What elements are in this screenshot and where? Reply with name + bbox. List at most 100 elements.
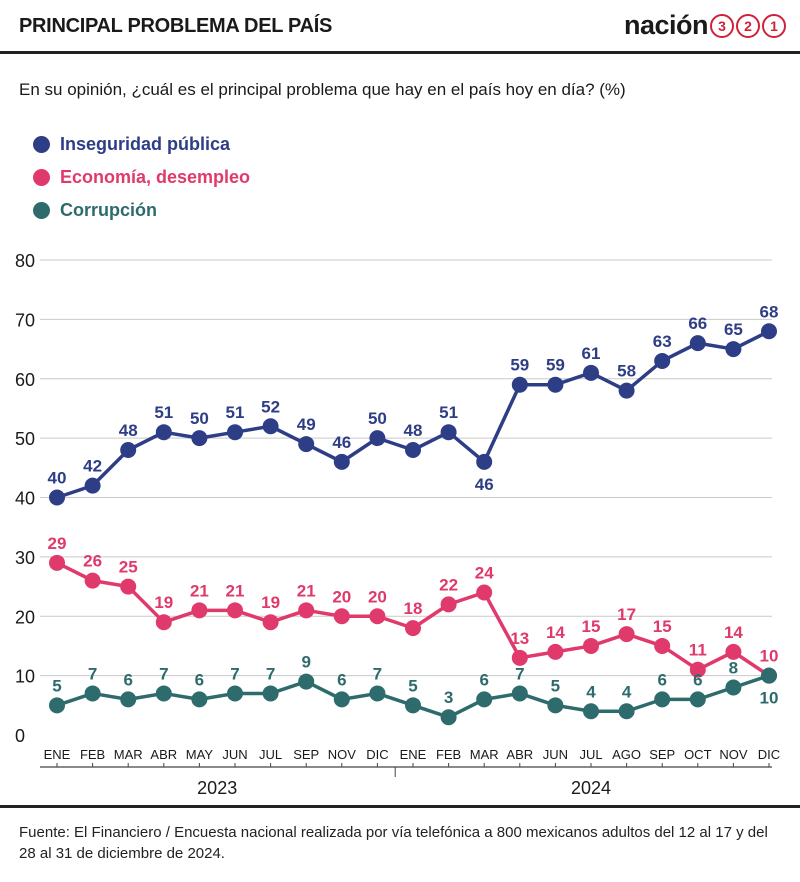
data-label: 49 <box>297 415 316 434</box>
data-point <box>369 430 386 447</box>
x-tick-label: FEB <box>436 747 461 762</box>
x-tick-label: ABR <box>150 747 177 762</box>
data-label: 11 <box>689 641 707 660</box>
legend-label-economia: Economía, desempleo <box>60 167 251 187</box>
data-label: 58 <box>617 362 636 381</box>
data-point <box>440 709 457 726</box>
data-label: 22 <box>439 575 458 594</box>
x-tick-label: DIC <box>758 747 780 762</box>
data-point <box>583 703 599 720</box>
data-point <box>654 637 671 654</box>
data-label: 51 <box>226 403 245 422</box>
data-label: 40 <box>48 469 67 488</box>
data-label: 50 <box>190 409 209 428</box>
data-label: 7 <box>159 664 168 683</box>
data-point <box>654 352 671 369</box>
data-label: 66 <box>688 314 707 333</box>
data-label: 24 <box>475 564 494 583</box>
data-point <box>120 578 137 595</box>
data-label: 19 <box>261 593 280 612</box>
data-point <box>725 679 742 696</box>
legend-item-economia: Economía, desempleo <box>33 161 250 194</box>
x-tick-label: ENE <box>400 747 427 762</box>
data-point <box>298 602 315 619</box>
data-point <box>547 376 564 393</box>
x-tick-label: SEP <box>649 747 675 762</box>
year-label: 2023 <box>197 778 237 798</box>
legend-item-corrupcion: Corrupción <box>33 194 250 227</box>
data-label: 8 <box>729 659 738 678</box>
data-label: 48 <box>119 421 138 440</box>
x-tick-label: NOV <box>719 747 748 762</box>
data-label: 10 <box>760 689 779 708</box>
data-label: 42 <box>83 457 102 476</box>
data-label: 10 <box>760 647 779 666</box>
data-point <box>298 673 315 690</box>
data-point <box>120 691 137 708</box>
data-point <box>725 341 742 358</box>
source-note: Fuente: El Financiero / Encuesta naciona… <box>19 824 768 862</box>
data-label: 59 <box>546 356 565 375</box>
data-label: 46 <box>332 433 351 452</box>
data-point <box>689 661 706 678</box>
y-tick-label: 40 <box>15 489 35 509</box>
data-label: 25 <box>119 558 138 577</box>
data-label: 7 <box>373 664 382 683</box>
data-point <box>761 667 777 684</box>
x-tick-label: JUL <box>259 747 282 762</box>
data-point <box>262 418 279 435</box>
data-label: 18 <box>404 599 423 618</box>
x-tick-label: OCT <box>684 747 712 762</box>
data-label: 6 <box>337 670 346 689</box>
data-point <box>476 453 493 470</box>
data-label: 15 <box>653 617 672 636</box>
data-point <box>511 685 528 702</box>
data-point <box>333 691 350 708</box>
x-tick-label: MAY <box>186 747 214 762</box>
data-label: 5 <box>52 676 61 695</box>
data-point <box>333 608 350 625</box>
legend-marker-inseguridad <box>33 136 50 153</box>
x-tick-label: MAR <box>114 747 143 762</box>
x-tick-label: ENE <box>44 747 71 762</box>
chart-question: En su opinión, ¿cuál es el principal pro… <box>19 80 626 99</box>
data-label: 14 <box>546 623 565 642</box>
data-point <box>618 703 635 720</box>
data-label: 50 <box>368 409 387 428</box>
data-point <box>49 489 65 506</box>
legend-marker-corrupcion <box>33 202 50 219</box>
header-divider <box>0 51 800 54</box>
data-point <box>725 643 742 660</box>
data-label: 19 <box>154 593 173 612</box>
data-label: 21 <box>190 581 209 600</box>
brand-wordmark: nación <box>623 10 709 40</box>
data-label: 5 <box>408 676 417 695</box>
data-point <box>227 685 243 702</box>
y-tick-label: 60 <box>15 370 35 390</box>
legend-label-corrupcion: Corrupción <box>60 200 157 220</box>
data-label: 6 <box>195 670 204 689</box>
x-tick-label: MAR <box>470 747 499 762</box>
y-tick-label: 30 <box>15 548 35 568</box>
data-label: 7 <box>230 664 239 683</box>
data-point <box>547 643 564 660</box>
year-label: 2024 <box>571 778 611 798</box>
data-point <box>227 424 243 441</box>
data-point <box>155 614 172 631</box>
data-point <box>191 430 208 447</box>
data-point <box>49 554 65 571</box>
data-label: 26 <box>83 552 102 571</box>
data-point <box>84 685 101 702</box>
data-label: 48 <box>404 421 423 440</box>
x-tick-label: JUN <box>222 747 247 762</box>
data-label: 5 <box>551 676 560 695</box>
brand-digit-1: 1 <box>762 13 786 38</box>
page-title: PRINCIPAL PROBLEMA DEL PAÍS <box>19 15 333 37</box>
data-label: 51 <box>439 403 458 422</box>
y-tick-label: 20 <box>15 607 35 627</box>
y-tick-label: 50 <box>15 429 35 449</box>
data-point <box>191 691 208 708</box>
data-label: 20 <box>368 587 387 606</box>
y-tick-label: 10 <box>15 667 35 687</box>
data-label: 6 <box>123 670 132 689</box>
